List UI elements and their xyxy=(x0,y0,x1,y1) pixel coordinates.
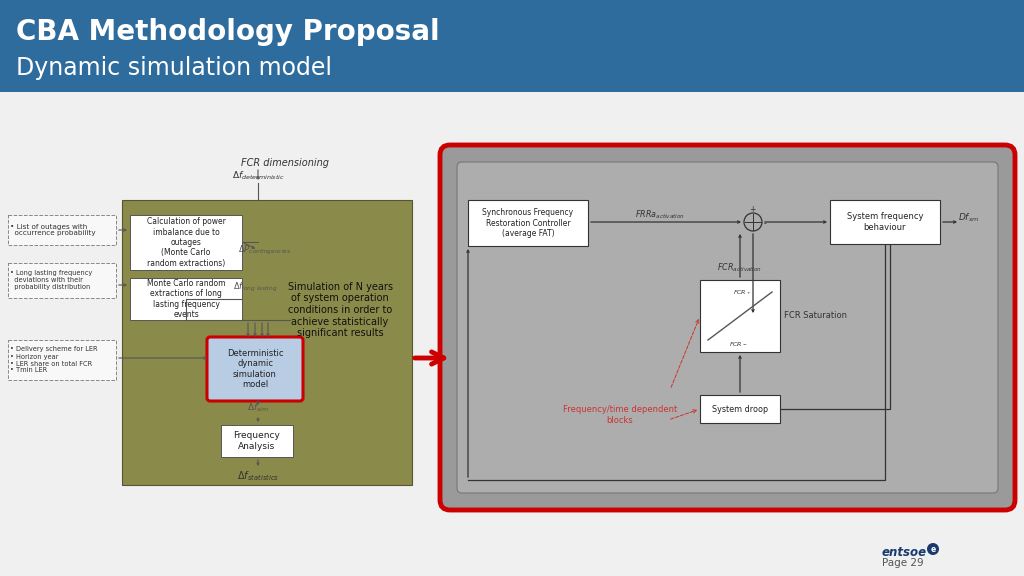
Text: $FCR_{activation}$: $FCR_{activation}$ xyxy=(718,262,763,274)
Text: FCR Saturation: FCR Saturation xyxy=(784,312,847,320)
Text: $Df_{sm}$: $Df_{sm}$ xyxy=(958,212,979,224)
Text: Monte Carlo random
extractions of long
lasting frequency
events: Monte Carlo random extractions of long l… xyxy=(146,279,225,319)
Text: • List of outages with
  occurrence probability: • List of outages with occurrence probab… xyxy=(10,223,95,237)
Text: $\Delta f_{statistics}$: $\Delta f_{statistics}$ xyxy=(237,469,280,483)
Text: $\Delta f_{sim}$: $\Delta f_{sim}$ xyxy=(247,401,269,414)
Text: $\Delta P_{contingencies}$: $\Delta P_{contingencies}$ xyxy=(239,244,292,256)
Text: +: + xyxy=(749,204,755,214)
Bar xyxy=(122,200,412,485)
Bar xyxy=(468,200,588,246)
Text: Deterministic
dynamic
simulation
model: Deterministic dynamic simulation model xyxy=(226,349,284,389)
FancyBboxPatch shape xyxy=(8,215,116,245)
FancyBboxPatch shape xyxy=(440,145,1015,510)
Text: Frequency/time dependent
blocks: Frequency/time dependent blocks xyxy=(563,406,677,425)
Text: System frequency
behaviour: System frequency behaviour xyxy=(847,213,924,232)
Text: Dynamic simulation model: Dynamic simulation model xyxy=(16,56,332,80)
Bar xyxy=(130,215,242,270)
Text: $\Delta f_{long\ lasting}$: $\Delta f_{long\ lasting}$ xyxy=(232,281,278,294)
FancyBboxPatch shape xyxy=(8,340,116,380)
Bar xyxy=(830,200,940,244)
Text: $FCR_+$: $FCR_+$ xyxy=(733,288,752,297)
Text: FCR dimensioning: FCR dimensioning xyxy=(241,158,329,168)
Text: CBA Methodology Proposal: CBA Methodology Proposal xyxy=(16,18,439,46)
Text: entsoe: entsoe xyxy=(882,545,927,559)
Text: System droop: System droop xyxy=(712,404,768,414)
Text: • Delivery scheme for LER
• Horizon year
• LER share on total FCR
• Tmin LER: • Delivery scheme for LER • Horizon year… xyxy=(10,347,97,373)
Text: $\Delta f_{deterministic}$: $\Delta f_{deterministic}$ xyxy=(231,170,285,182)
Text: Calculation of power
imbalance due to
outages
(Monte Carlo
random extractions): Calculation of power imbalance due to ou… xyxy=(146,217,225,268)
Text: Synchronous Frequency
Restoration Controller
(average FAT): Synchronous Frequency Restoration Contro… xyxy=(482,208,573,238)
Text: $FCR_-$: $FCR_-$ xyxy=(729,341,748,348)
Bar xyxy=(0,92,1024,576)
Text: e: e xyxy=(931,544,936,554)
Bar xyxy=(0,0,1024,92)
Bar xyxy=(130,278,242,320)
FancyBboxPatch shape xyxy=(207,337,303,401)
Text: Frequency
Analysis: Frequency Analysis xyxy=(233,431,281,450)
Bar xyxy=(221,425,293,457)
Text: -: - xyxy=(764,219,766,229)
FancyBboxPatch shape xyxy=(8,263,116,298)
Bar xyxy=(700,395,780,423)
Bar xyxy=(700,280,780,352)
Text: • Long lasting frequency
  deviations with their
  probability distribution: • Long lasting frequency deviations with… xyxy=(10,271,92,290)
Text: $FRRa_{activation}$: $FRRa_{activation}$ xyxy=(635,209,685,221)
FancyBboxPatch shape xyxy=(457,162,998,493)
Text: Page 29: Page 29 xyxy=(882,558,924,568)
Circle shape xyxy=(927,543,939,555)
Text: Simulation of N years
of system operation
conditions in order to
achieve statist: Simulation of N years of system operatio… xyxy=(288,282,392,338)
